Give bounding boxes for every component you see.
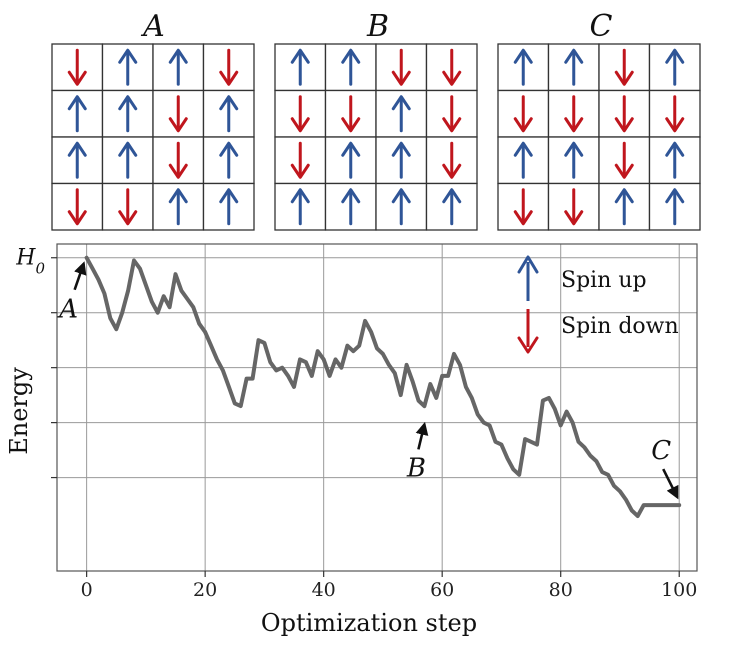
spin-grid-b (274, 43, 478, 231)
spin-grid-c (497, 43, 701, 231)
arrow-up-icon (118, 95, 138, 133)
y-tick-label-h0: H0 (15, 246, 45, 278)
arrow-up-icon (118, 141, 138, 179)
arrow-up-icon (67, 95, 87, 133)
spin-grid-a (51, 43, 255, 231)
arrow-up-icon (118, 48, 138, 86)
annotation-a: A (57, 261, 87, 325)
annotation-label: A (57, 295, 78, 325)
x-axis-ticks: 0 20 40 60 80 100 (81, 571, 697, 601)
y-axis-ticks (51, 257, 57, 479)
arrow-up-icon (168, 48, 188, 86)
arrow-up-icon (513, 48, 533, 86)
arrow-up-icon (391, 141, 411, 179)
arrow-down-icon (442, 48, 462, 86)
annotations: A B C (57, 261, 679, 500)
arrow-up-icon (564, 141, 584, 179)
spin-grids (51, 43, 701, 231)
arrow-down-icon (219, 48, 239, 86)
arrow-down-icon (391, 48, 411, 86)
arrow-up-icon (219, 188, 239, 226)
annotation-arrow (73, 261, 87, 291)
arrow-up-icon (341, 48, 361, 86)
arrow-down-icon (665, 95, 685, 133)
annotation-label: B (406, 453, 426, 483)
arrow-down-icon (614, 48, 634, 86)
arrow-up-icon (391, 188, 411, 226)
arrow-down-icon (564, 95, 584, 133)
grid-title-c: C (590, 9, 613, 44)
legend: Spin up Spin down (517, 255, 679, 354)
arrow-down-icon (67, 48, 87, 86)
arrow-up-icon (290, 48, 310, 86)
arrow-down-icon (341, 95, 361, 133)
arrow-down-icon (614, 95, 634, 133)
grid-title-b: B (366, 9, 389, 44)
annotation-c: C (651, 436, 679, 500)
x-tick-label: 60 (430, 579, 454, 601)
x-tick-label: 80 (549, 579, 573, 601)
x-axis-label: Optimization step (261, 609, 477, 637)
legend-label-spin-up: Spin up (561, 268, 647, 293)
arrow-down-icon (168, 141, 188, 179)
arrow-up-icon (665, 188, 685, 226)
x-tick-label: 100 (661, 579, 697, 601)
arrow-up-icon-head (517, 255, 539, 274)
x-tick-label: 20 (193, 579, 217, 601)
arrow-down-icon (290, 95, 310, 133)
arrow-up-icon (665, 48, 685, 86)
arrow-up-icon (564, 48, 584, 86)
legend-label-spin-down: Spin down (561, 314, 679, 339)
arrow-up-icon (168, 188, 188, 226)
arrow-down-icon (513, 95, 533, 133)
arrow-down-icon (442, 95, 462, 133)
arrow-down-icon (442, 141, 462, 179)
grid-title-a: A (140, 9, 165, 44)
arrow-down-icon (614, 141, 634, 179)
arrow-up-icon (290, 188, 310, 226)
plot-frame (56, 243, 698, 572)
x-tick-label: 40 (312, 579, 336, 601)
energy-line (84, 255, 682, 518)
legend-item-spin-down: Spin down (517, 309, 679, 354)
annotation-b: B (406, 421, 429, 483)
annotation-arrow (415, 421, 429, 450)
arrow-up-icon (341, 141, 361, 179)
y-axis-label: Energy (5, 367, 33, 455)
arrow-up-icon (442, 188, 462, 226)
arrow-down-icon (118, 188, 138, 226)
annotation-label: C (651, 436, 671, 466)
arrow-down-icon (168, 95, 188, 133)
arrow-up-icon (341, 188, 361, 226)
arrow-up-icon (614, 188, 634, 226)
arrow-down-icon-head (517, 336, 539, 354)
arrow-down-icon (67, 188, 87, 226)
arrow-up-icon (391, 95, 411, 133)
arrow-up-icon (513, 141, 533, 179)
arrow-up-icon (219, 141, 239, 179)
arrow-up-icon (67, 141, 87, 179)
arrow-down-icon (290, 141, 310, 179)
arrow-up-icon (665, 141, 685, 179)
annotation-arrow (662, 468, 679, 500)
arrow-down-icon (513, 188, 533, 226)
legend-item-spin-up: Spin up (517, 255, 647, 301)
plot-gridlines (57, 244, 697, 571)
arrow-down-icon (564, 188, 584, 226)
x-tick-label: 0 (81, 579, 93, 601)
arrow-up-icon (219, 95, 239, 133)
